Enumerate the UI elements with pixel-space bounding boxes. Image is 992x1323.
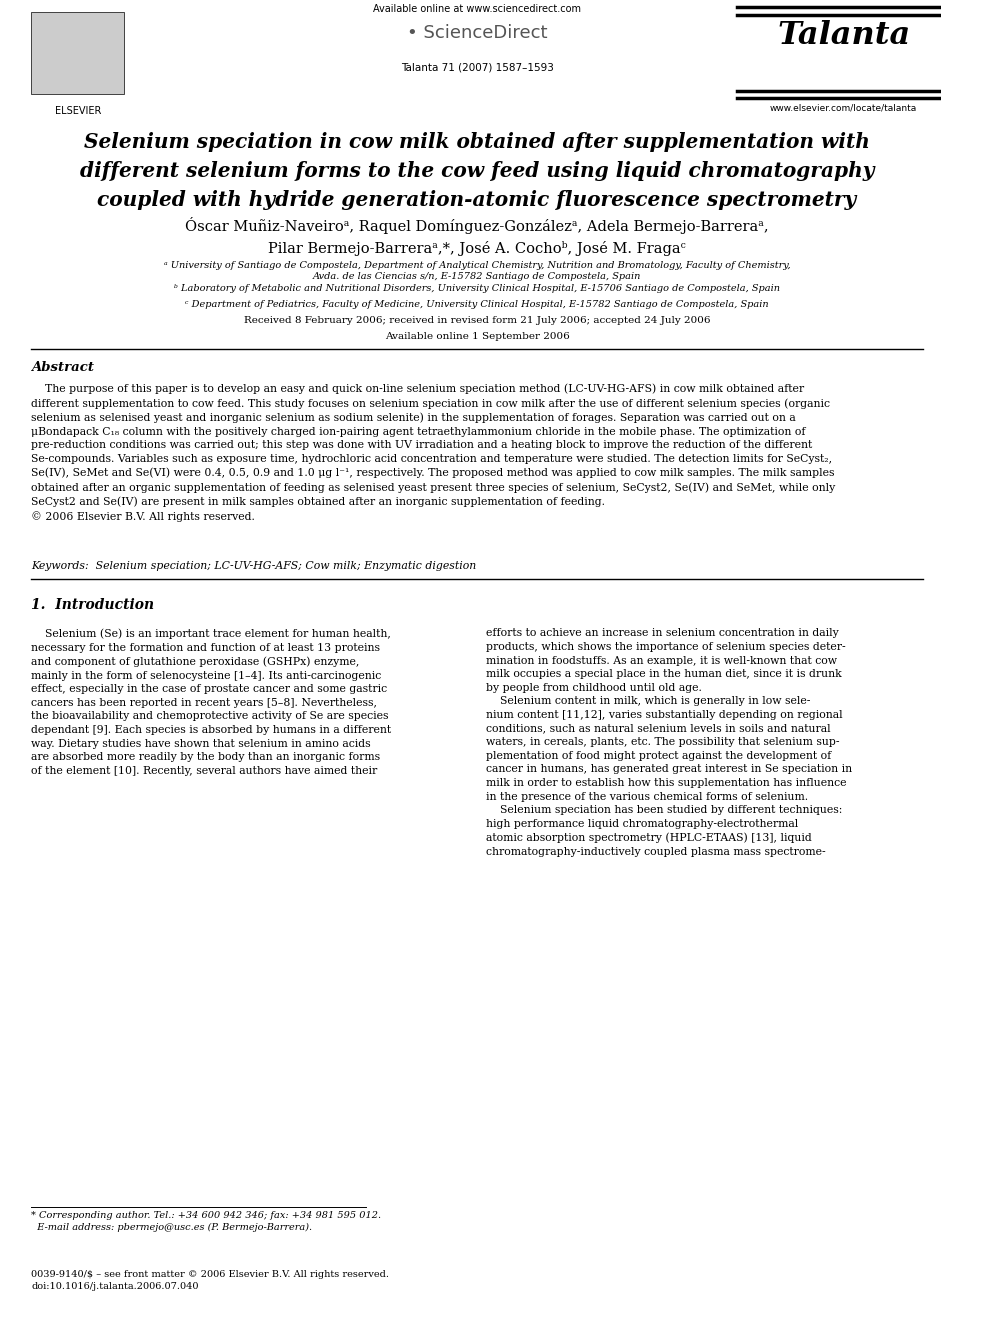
Text: ᵃ University of Santiago de Compostela, Department of Analytical Chemistry, Nutr: ᵃ University of Santiago de Compostela, …: [164, 261, 791, 282]
Text: Talanta 71 (2007) 1587–1593: Talanta 71 (2007) 1587–1593: [401, 62, 554, 73]
Text: * Corresponding author. Tel.: +34 600 942 346; fax: +34 981 595 012.
  E-mail ad: * Corresponding author. Tel.: +34 600 94…: [32, 1211, 382, 1232]
Text: Keywords:  Selenium speciation; LC-UV-HG-AFS; Cow milk; Enzymatic digestion: Keywords: Selenium speciation; LC-UV-HG-…: [32, 561, 477, 572]
Text: ᶜ Department of Pediatrics, Faculty of Medicine, University Clinical Hospital, E: ᶜ Department of Pediatrics, Faculty of M…: [186, 300, 769, 310]
Text: Óscar Muñiz-Naveiroᵃ, Raquel Domínguez-Gonzálezᵃ, Adela Bermejo-Barreraᵃ,
Pilar : Óscar Muñiz-Naveiroᵃ, Raquel Domínguez-G…: [186, 217, 769, 257]
Text: The purpose of this paper is to develop an easy and quick on-line selenium speci: The purpose of this paper is to develop …: [32, 384, 835, 521]
Text: Abstract: Abstract: [32, 361, 94, 374]
Text: Available online 1 September 2006: Available online 1 September 2006: [385, 332, 569, 341]
Text: efforts to achieve an increase in selenium concentration in daily
products, whic: efforts to achieve an increase in seleni…: [486, 628, 852, 857]
Text: Talanta: Talanta: [777, 20, 911, 50]
Text: Selenium speciation in cow milk obtained after supplementation with
different se: Selenium speciation in cow milk obtained…: [79, 132, 874, 210]
Text: ᵇ Laboratory of Metabolic and Nutritional Disorders, University Clinical Hospita: ᵇ Laboratory of Metabolic and Nutritiona…: [174, 284, 780, 294]
Text: Received 8 February 2006; received in revised form 21 July 2006; accepted 24 Jul: Received 8 February 2006; received in re…: [244, 316, 710, 325]
FancyBboxPatch shape: [32, 12, 124, 94]
Text: 1.  Introduction: 1. Introduction: [32, 598, 155, 613]
Text: ELSEVIER: ELSEVIER: [55, 106, 101, 116]
Text: 0039-9140/$ – see front matter © 2006 Elsevier B.V. All rights reserved.
doi:10.: 0039-9140/$ – see front matter © 2006 El…: [32, 1270, 390, 1291]
Text: Selenium (Se) is an important trace element for human health,
necessary for the : Selenium (Se) is an important trace elem…: [32, 628, 392, 775]
Text: Available online at www.sciencedirect.com: Available online at www.sciencedirect.co…: [373, 4, 581, 15]
Text: • ScienceDirect: • ScienceDirect: [407, 24, 548, 42]
Text: www.elsevier.com/locate/talanta: www.elsevier.com/locate/talanta: [770, 103, 918, 112]
